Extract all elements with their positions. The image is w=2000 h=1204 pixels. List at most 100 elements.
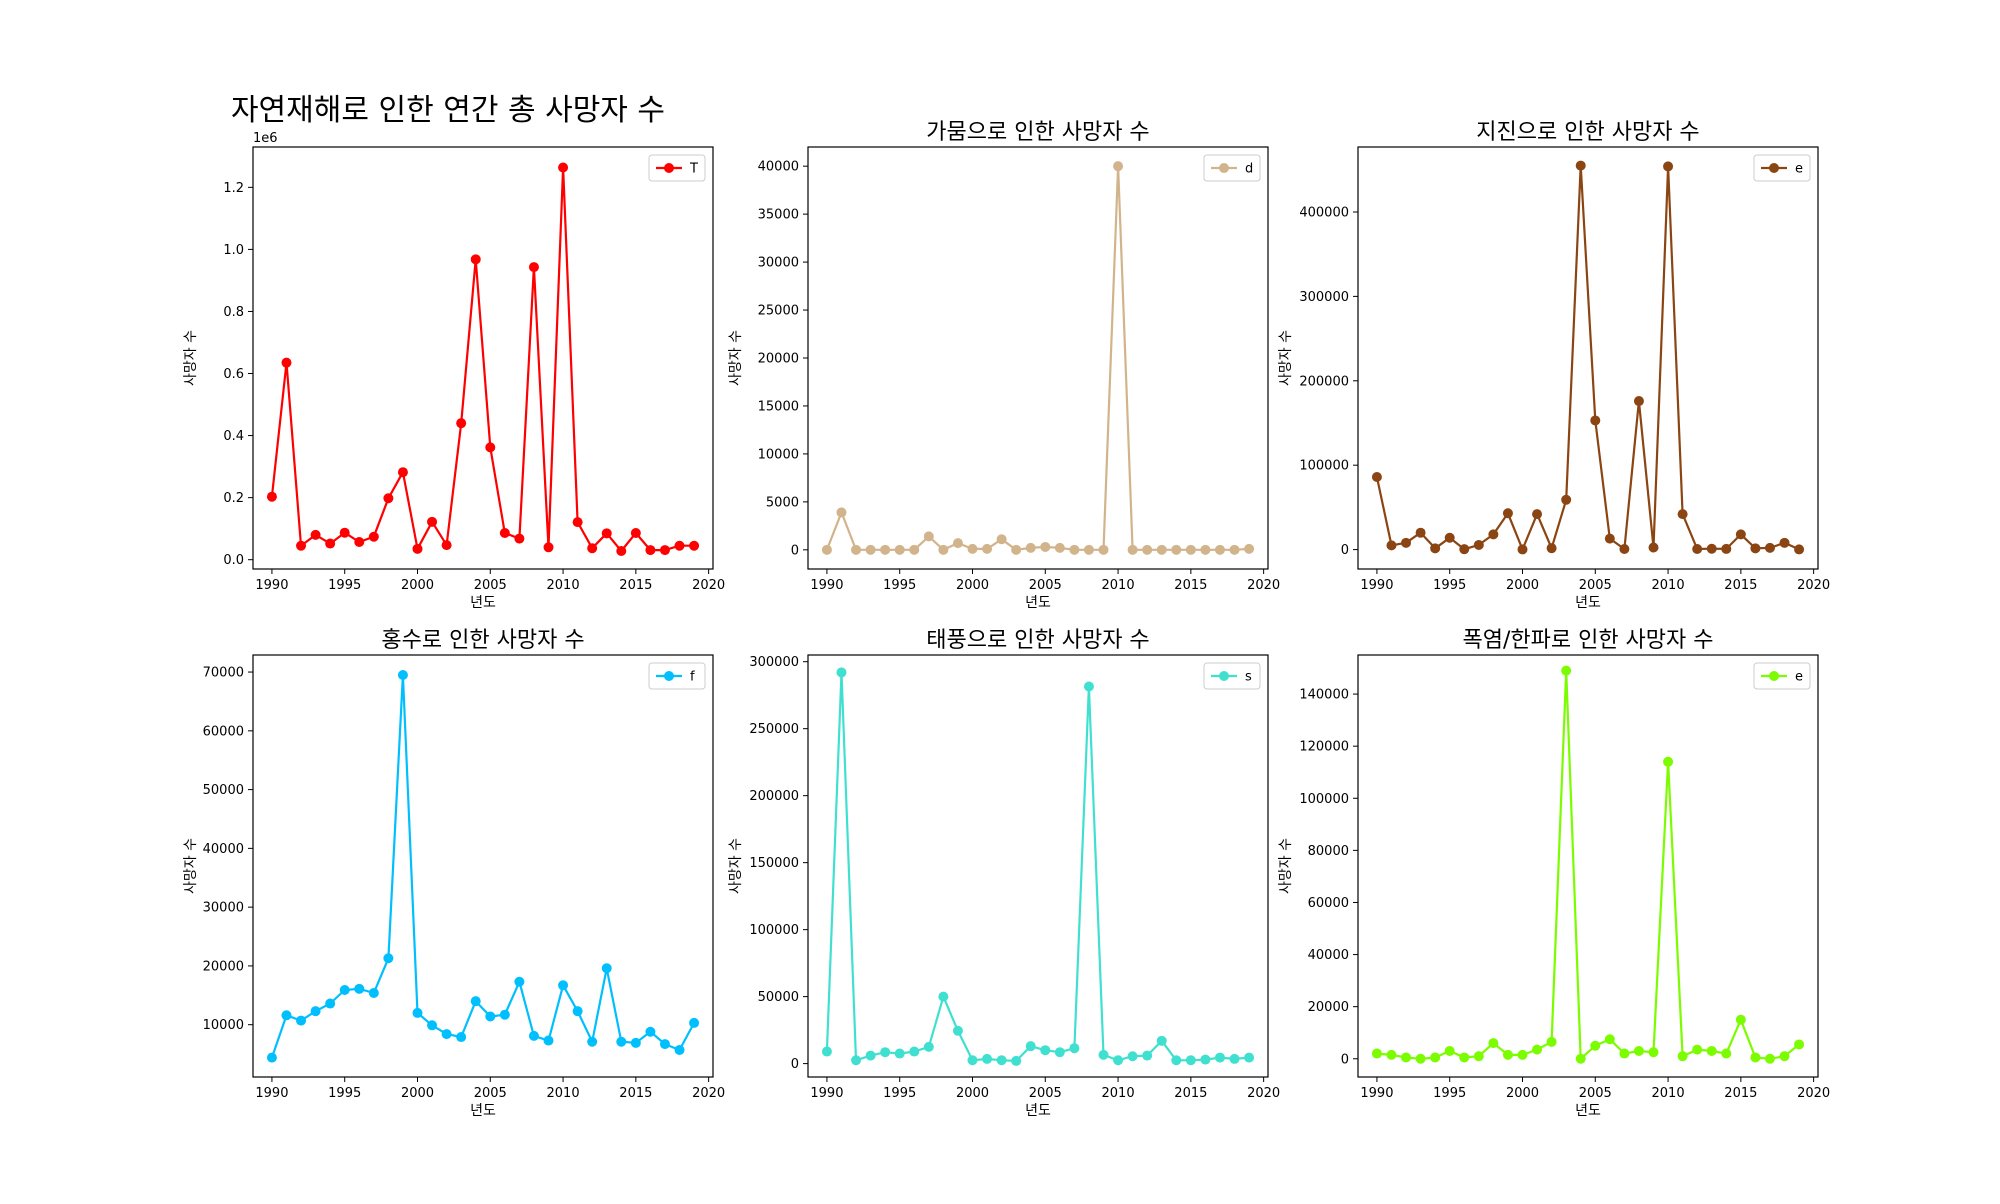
x-axis-label: 년도 [470,1103,496,1119]
data-point [865,1050,876,1061]
plot-frame [807,146,1269,570]
data-point [1459,1052,1470,1063]
data-point [1517,544,1528,555]
y-axis-label: 사망자 수 [183,838,199,894]
data-point [1502,508,1513,519]
data-point [1721,1048,1732,1059]
data-point [1590,1040,1601,1051]
data-point [674,540,685,551]
y-tick-label: 200000 [1299,374,1349,389]
chart-panel-6: 1990 1995 2000 2005 2010 2015 2020 0 20000 40000 6… [1278,628,1830,1119]
x-tick-label: 1995 [328,578,361,593]
data-point [1386,540,1397,551]
data-point [1025,542,1036,553]
data-point [587,543,598,554]
x-tick-label: 2010 [1652,1086,1685,1101]
y-tick-label: 5000 [766,495,799,510]
data-point [339,527,350,538]
y-tick-label: 120000 [1299,740,1349,755]
data-point [659,545,670,556]
data-point [558,980,569,991]
x-tick-label: 1990 [810,578,843,593]
series-line [270,166,695,553]
data-point [1517,1049,1528,1060]
y-tick-label: 60000 [203,724,244,739]
legend-marker [1219,163,1229,173]
data-point [1721,543,1732,554]
x-tick-label: 1995 [328,1086,361,1101]
data-point [1040,541,1051,552]
x-tick-label: 1990 [255,1086,288,1101]
data-point [1648,1047,1659,1058]
data-point [1371,472,1382,483]
x-tick-label: 1990 [255,578,288,593]
data-point [1011,544,1022,555]
data-point [616,1036,627,1047]
x-tick-label: 1990 [1360,578,1393,593]
data-point [851,1055,862,1066]
data-point [1677,1051,1688,1062]
data-point [909,1046,920,1057]
y-tick-label: 300000 [1299,290,1349,305]
data-point [514,976,525,987]
y-tick-label: 30000 [758,256,799,271]
data-point [967,1055,978,1066]
chart-title: 태풍으로 인한 사망자 수 [926,628,1149,653]
figure-main-title: 자연재해로 인한 연간 총 사망자 수 [231,93,665,128]
data-point [470,996,481,1007]
data-point [339,985,350,996]
data-point [1371,1048,1382,1059]
data-point [836,507,847,518]
data-point [1794,1039,1805,1050]
data-point [1430,543,1441,554]
chart-title: 가뭄으로 인한 사망자 수 [926,120,1149,145]
data-point [1473,1051,1484,1062]
data-point [996,1055,1007,1066]
data-point [1156,544,1167,555]
data-point [689,540,700,551]
x-tick-label: 1990 [810,1086,843,1101]
x-axis-label: 년도 [1025,595,1051,611]
data-point [1127,544,1138,555]
data-point [296,1015,307,1026]
data-point [851,544,862,555]
legend-marker [1769,163,1779,173]
data-point [1098,1049,1109,1060]
y-axis-label: 사망자 수 [1278,330,1294,386]
data-point [528,262,539,273]
data-point [325,538,336,549]
y-tick-label: 15000 [758,399,799,414]
data-point [1113,1055,1124,1066]
data-point [1214,1052,1225,1063]
y-tick-label: 20000 [1308,1000,1349,1015]
data-point [412,543,423,554]
data-point [281,1010,292,1021]
series-line [825,165,1250,551]
data-point [1532,1044,1543,1055]
x-tick-label: 2015 [1174,578,1207,593]
data-point [1779,537,1790,548]
data-point [1401,1052,1412,1063]
data-point [310,1006,321,1017]
x-tick-label: 2005 [1029,578,1062,593]
legend-marker [664,671,674,681]
data-point [1040,1045,1051,1056]
y-tick-label: 40000 [203,842,244,857]
data-point [296,540,307,551]
data-point [1546,543,1557,554]
data-point [543,1035,554,1046]
data-point [1779,1051,1790,1062]
data-point [397,467,408,478]
data-point [1415,527,1426,538]
data-point [441,1029,452,1040]
y-tick-label: 0.8 [223,305,244,320]
data-point [821,1046,832,1057]
data-point [1502,1049,1513,1060]
data-point [1619,543,1630,554]
y-tick-label: 0 [1341,1052,1349,1067]
data-point [1386,1049,1397,1060]
x-tick-label: 2000 [1506,578,1539,593]
data-point [1575,1053,1586,1064]
y-tick-label: 0.2 [223,491,244,506]
data-point [572,1006,583,1017]
